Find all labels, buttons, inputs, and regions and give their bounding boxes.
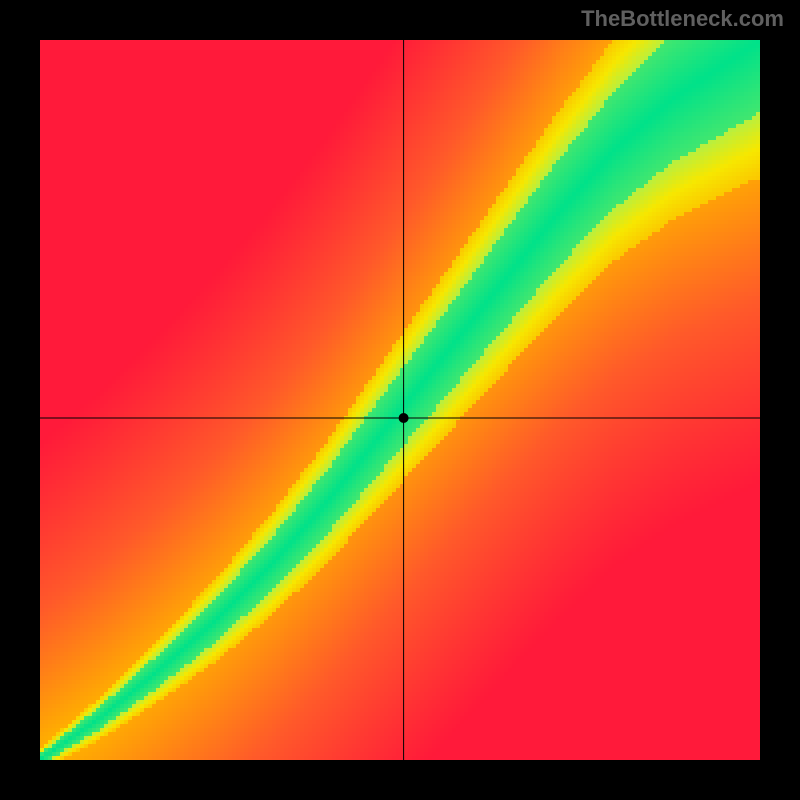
plot-area [40,40,760,760]
chart-container: TheBottleneck.com [0,0,800,800]
bottleneck-heatmap [40,40,760,760]
watermark-text: TheBottleneck.com [581,6,784,32]
